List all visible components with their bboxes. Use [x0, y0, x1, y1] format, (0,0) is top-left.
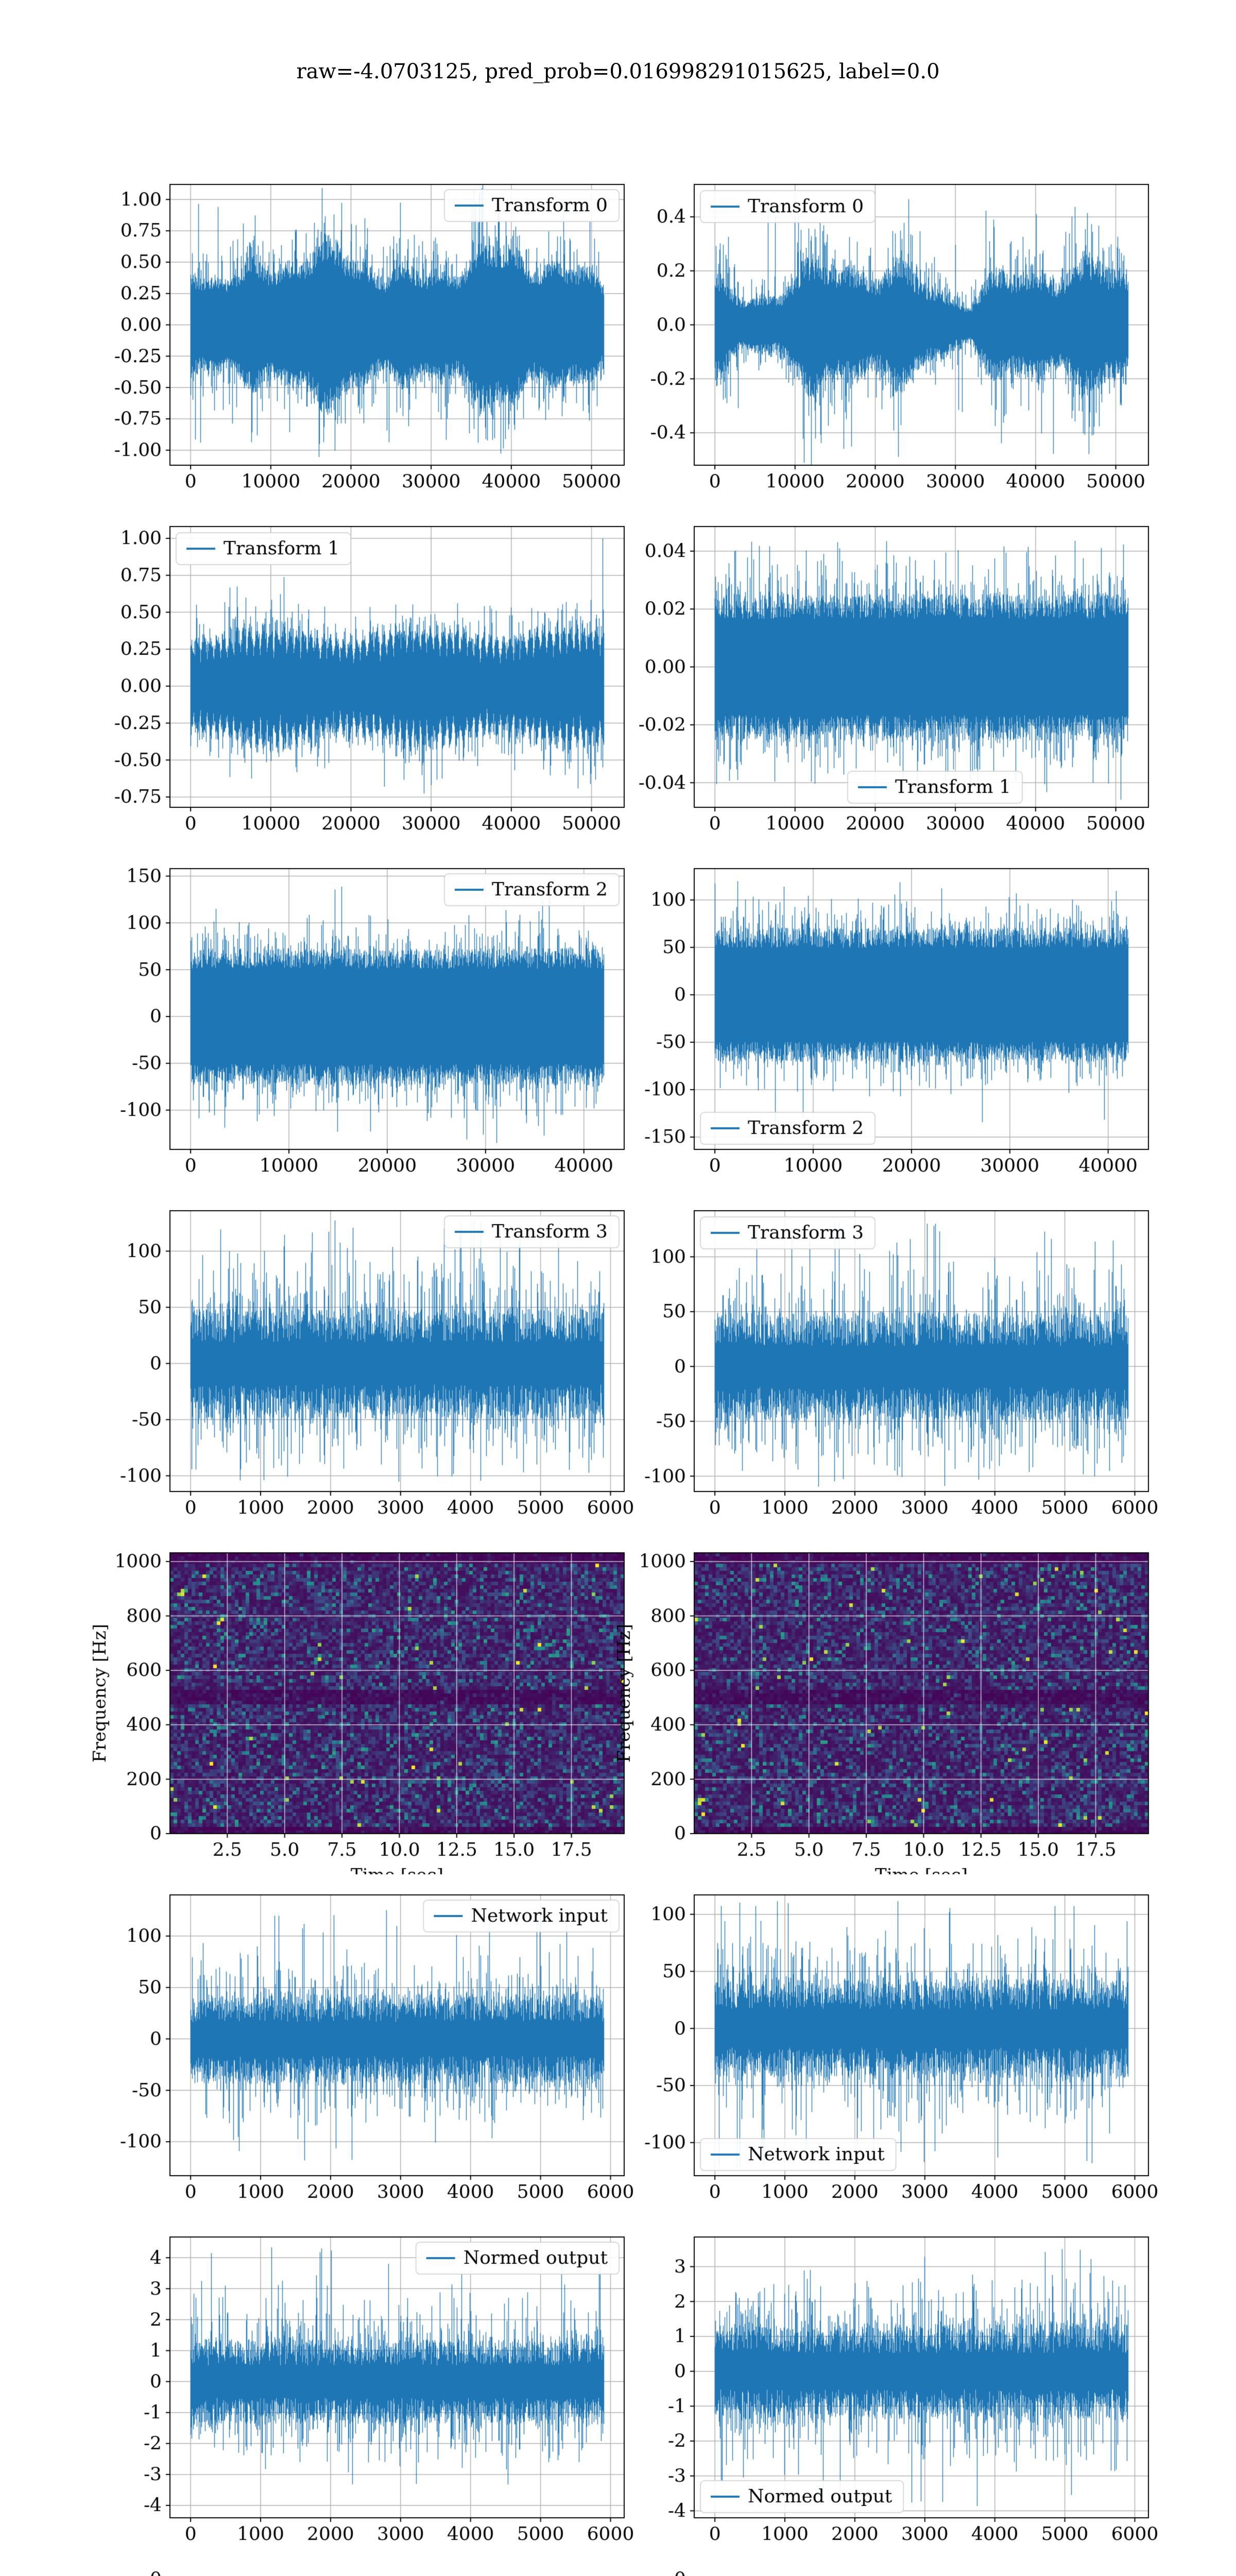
subplot-transform0-right	[591, 164, 1163, 506]
subplot-normed-output-left	[67, 2216, 639, 2558]
subplot-transform2-right	[591, 848, 1163, 1190]
subplot-transform1-right	[591, 506, 1163, 848]
network-input-left-canvas	[67, 1874, 639, 2216]
subplot-transform3-right	[591, 1190, 1163, 1532]
subplot-transform2-left	[67, 848, 639, 1190]
saliency-right-canvas	[591, 2558, 1163, 2576]
subplot-network-input-left	[67, 1874, 639, 2216]
transform0-right-canvas	[591, 164, 1163, 506]
spectrogram-left-canvas	[67, 1532, 639, 1874]
transform3-right-canvas	[591, 1190, 1163, 1532]
normed-output-left-canvas	[67, 2216, 639, 2558]
transform1-right-canvas	[591, 506, 1163, 848]
subplot-normed-output-right	[591, 2216, 1163, 2558]
transform1-left-canvas	[67, 506, 639, 848]
transform3-left-canvas	[67, 1190, 639, 1532]
subplot-transform3-left	[67, 1190, 639, 1532]
subplot-spectrogram-right	[591, 1532, 1163, 1874]
transform2-left-canvas	[67, 848, 639, 1190]
saliency-left-canvas	[67, 2558, 639, 2576]
subplot-saliency-left	[67, 2558, 639, 2576]
subplot-saliency-right	[591, 2558, 1163, 2576]
normed-output-right-canvas	[591, 2216, 1163, 2558]
figure-title: raw=-4.0703125, pred_prob=0.016998291015…	[296, 60, 940, 83]
subplot-transform1-left	[67, 506, 639, 848]
subplot-transform0-left	[67, 164, 639, 506]
transform2-right-canvas	[591, 848, 1163, 1190]
spectrogram-right-canvas	[591, 1532, 1163, 1874]
transform0-left-canvas	[67, 164, 639, 506]
subplot-network-input-right	[591, 1874, 1163, 2216]
subplot-spectrogram-left	[67, 1532, 639, 1874]
network-input-right-canvas	[591, 1874, 1163, 2216]
